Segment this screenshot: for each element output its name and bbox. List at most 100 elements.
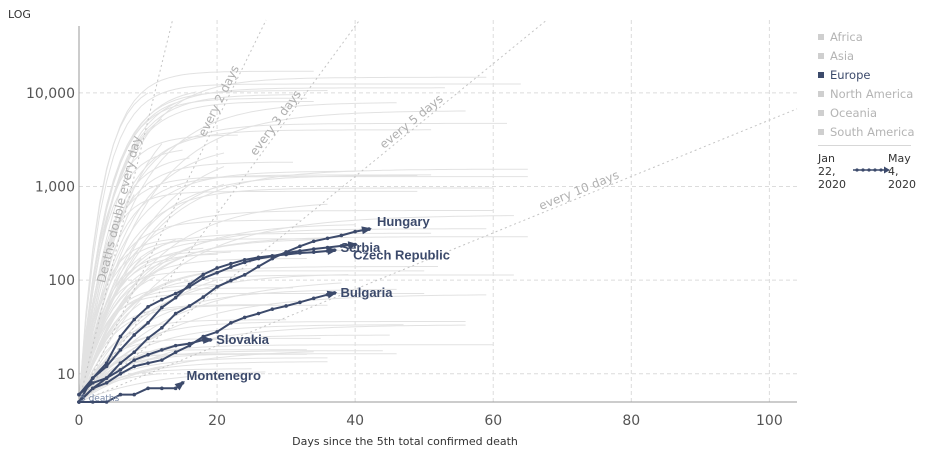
data-point	[146, 304, 150, 309]
series-arrowhead	[326, 290, 338, 299]
series-line	[78, 228, 370, 403]
background-line	[78, 279, 218, 403]
axes: 10 100 1,000 10,000 0 20 40 60 80 100	[26, 26, 797, 429]
series-label: Serbia	[340, 240, 381, 255]
background-line	[78, 174, 432, 403]
data-point	[242, 315, 247, 320]
background-line	[78, 170, 356, 403]
data-point	[160, 297, 164, 302]
time-end-day: 4,	[888, 165, 899, 178]
legend-item-africa[interactable]: Africa	[818, 27, 930, 46]
data-point	[118, 372, 123, 376]
time-end-year: 2020	[888, 178, 916, 191]
background-line	[78, 238, 183, 403]
legend-item-north-america[interactable]: North America	[818, 84, 930, 103]
background-line	[78, 94, 300, 403]
time-range-arrow[interactable]	[851, 164, 891, 176]
legend-item-oceania[interactable]: Oceania	[818, 103, 930, 122]
background-line	[78, 319, 287, 403]
legend-swatch	[818, 90, 824, 97]
data-point	[298, 244, 302, 249]
reference-line-label: every 5 days	[377, 92, 446, 152]
data-point	[201, 276, 206, 280]
legend-label: Asia	[830, 48, 855, 63]
legend-label: Europe	[830, 67, 871, 82]
series-line	[78, 249, 335, 403]
background-line	[78, 134, 238, 403]
data-point	[284, 252, 288, 257]
legend-item-europe[interactable]: Europe	[818, 65, 930, 84]
data-point	[118, 361, 123, 365]
background-lines	[78, 70, 528, 403]
data-point	[146, 361, 150, 365]
data-point	[146, 321, 150, 325]
data-point	[229, 265, 233, 269]
data-point	[242, 257, 247, 262]
background-line	[78, 284, 225, 403]
time-range-end: May 4, 2020	[888, 152, 922, 191]
data-point	[104, 400, 109, 404]
scale-label[interactable]: LOG	[8, 8, 31, 21]
background-line	[78, 152, 225, 403]
data-point	[284, 304, 288, 308]
background-line	[78, 304, 273, 403]
data-point	[229, 278, 233, 283]
background-line	[78, 70, 314, 403]
data-point	[298, 251, 302, 255]
reference-line-label: every 10 days	[537, 168, 621, 213]
reference-line	[78, 108, 798, 403]
data-point	[256, 264, 261, 269]
background-line	[78, 228, 487, 403]
data-point	[132, 333, 137, 337]
time-end-month: May	[888, 152, 911, 165]
background-line	[78, 168, 528, 403]
background-line	[78, 203, 328, 403]
background-line	[78, 321, 466, 403]
series-arrowhead	[327, 247, 338, 255]
data-point	[173, 343, 178, 348]
series-arrowhead	[347, 241, 359, 250]
data-point	[118, 368, 123, 372]
x-tick-label: 0	[75, 413, 84, 429]
legend-swatch	[818, 109, 824, 116]
data-point	[215, 330, 219, 334]
background-line	[78, 224, 356, 403]
data-point	[270, 307, 275, 311]
data-point	[215, 284, 219, 289]
time-range[interactable]: Jan 22, 2020 May 4, 2020	[818, 152, 930, 200]
data-point	[146, 336, 150, 341]
data-point	[229, 261, 233, 266]
y-tick-label: 100	[48, 273, 75, 289]
series-label: Bulgaria	[340, 285, 393, 300]
legend-swatch	[818, 52, 824, 59]
data-point	[201, 272, 206, 277]
background-line	[78, 190, 418, 403]
data-point	[91, 400, 95, 404]
data-point	[132, 317, 137, 322]
legend-label: Africa	[830, 29, 863, 44]
data-point	[201, 295, 206, 299]
data-point	[160, 386, 164, 391]
reference-line	[78, 19, 174, 403]
data-point	[132, 364, 137, 369]
legend-label: South America	[830, 124, 915, 139]
x-tick-label: 100	[756, 413, 783, 429]
data-point	[104, 381, 109, 385]
x-tick-label: 40	[346, 413, 364, 429]
data-point	[77, 400, 81, 404]
background-line	[78, 87, 445, 403]
legend-item-south-america[interactable]: South America	[818, 122, 930, 141]
background-line	[78, 365, 162, 403]
data-point	[339, 244, 344, 248]
time-start-day: 22,	[818, 165, 836, 178]
background-line	[78, 239, 314, 403]
x-tick-label: 60	[484, 413, 502, 429]
background-line	[78, 76, 487, 403]
data-point	[132, 358, 137, 362]
y-tick-label: 10	[57, 367, 75, 383]
legend-item-asia[interactable]: Asia	[818, 46, 930, 65]
series-arrowhead	[361, 226, 372, 235]
legend-divider	[818, 145, 911, 146]
series-arrowhead	[174, 381, 185, 391]
data-point	[132, 350, 137, 355]
